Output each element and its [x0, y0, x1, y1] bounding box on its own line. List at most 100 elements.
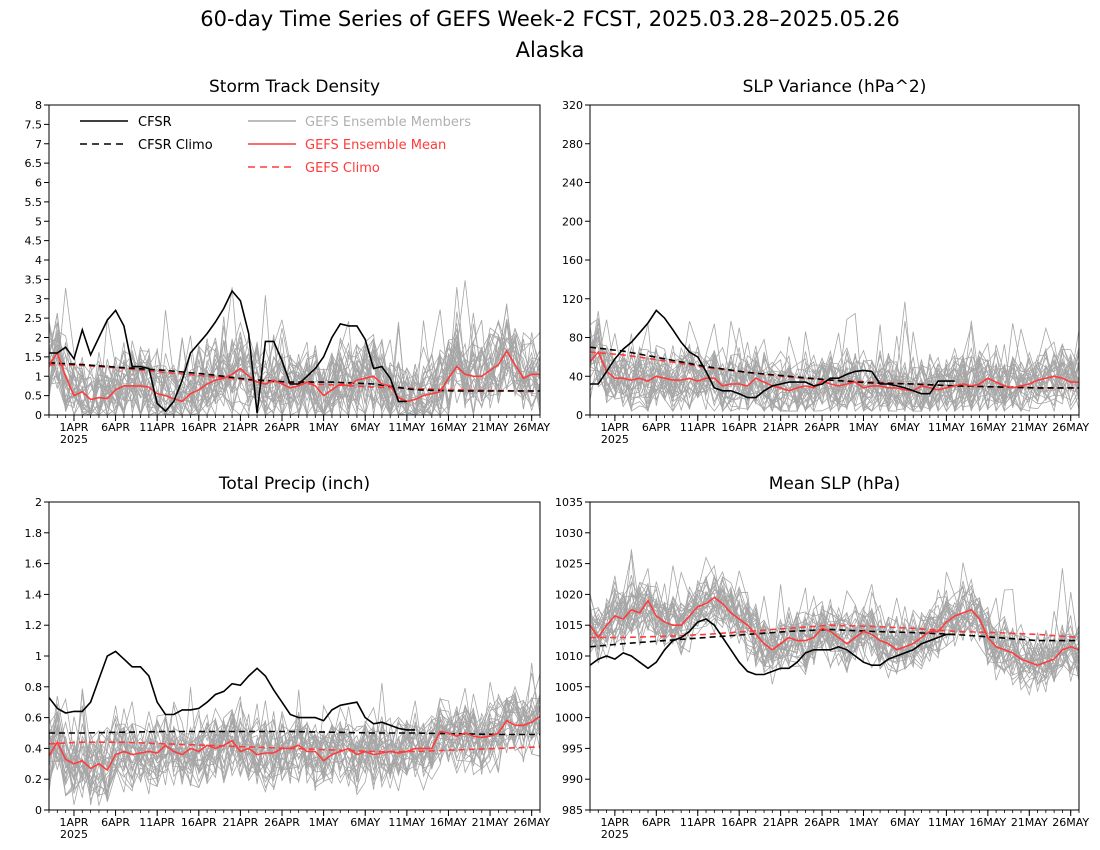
mean-slp-ytick-label: 1020: [555, 588, 583, 601]
total-precip-member-line: [49, 696, 540, 802]
mean-slp-ytick-label: 1000: [555, 712, 583, 725]
total-precip-xtick-label: 26MAY: [513, 816, 550, 829]
total-precip-member-line: [49, 696, 540, 791]
legend-label-gefs-climo: GEFS Climo: [305, 161, 380, 176]
total-precip-ytick-label: 1.6: [25, 558, 43, 571]
total-precip-ytick-label: 1.2: [25, 619, 43, 632]
storm-track-density-ytick-label: 2.5: [25, 312, 43, 325]
slp-variance-member-line: [590, 312, 1079, 412]
storm-track-density-ytick-label: 6: [35, 177, 42, 190]
mean-slp-xtick-label: 16APR: [721, 816, 757, 829]
slp-variance-xtick-label: 1MAY: [849, 421, 879, 434]
total-precip-ytick-label: 1: [35, 650, 42, 663]
mean-slp-xtick-label: 21APR: [763, 816, 799, 829]
mean-slp-ytick-label: 1010: [555, 650, 583, 663]
slp-variance-title: SLP Variance (hPa^2): [743, 77, 927, 97]
storm-track-density-xyear-label: 2025: [60, 433, 88, 446]
storm-track-density-ytick-label: 7: [35, 138, 42, 151]
storm-track-density-ytick-label: 8: [35, 99, 42, 112]
total-precip-member-line: [49, 673, 540, 796]
storm-track-density-ytick-label: 5: [35, 215, 42, 228]
mean-slp-xtick-label: 21MAY: [1011, 816, 1048, 829]
storm-track-density-xtick-label: 26APR: [264, 421, 300, 434]
slp-variance-xtick-label: 26APR: [804, 421, 840, 434]
storm-track-density-xtick-label: 26MAY: [513, 421, 550, 434]
mean-slp-xtick-label: 6MAY: [890, 816, 920, 829]
storm-track-density-member-line: [49, 327, 540, 415]
storm-track-density-series-cfsr: [49, 289, 407, 414]
mean-slp-xtick-label: 6APR: [642, 816, 671, 829]
total-precip-ytick-label: 1.8: [25, 527, 43, 540]
total-precip-title: Total Precip (inch): [218, 474, 370, 494]
storm-track-density-member-line: [49, 339, 540, 415]
storm-track-density-ytick-label: 0.5: [25, 390, 43, 403]
storm-track-density-xtick-label: 6APR: [101, 421, 130, 434]
mean-slp-xtick-label: 11MAY: [928, 816, 965, 829]
storm-track-density-xtick-label: 16APR: [181, 421, 217, 434]
slp-variance-ytick-label: 320: [562, 99, 583, 112]
storm-track-density-ytick-label: 6.5: [25, 157, 43, 170]
storm-track-density-ensemble-members: [49, 280, 540, 415]
mean-slp-xtick-label: 26MAY: [1052, 816, 1089, 829]
storm-track-density-ytick-label: 1.5: [25, 351, 43, 364]
total-precip-series-cfsr-climo: [49, 730, 540, 736]
total-precip-member-line: [49, 696, 540, 788]
slp-variance-member-line: [590, 330, 1079, 412]
legend-label-ens-mean: GEFS Ensemble Mean: [305, 138, 446, 153]
storm-track-density-xtick-label: 11MAY: [388, 421, 425, 434]
total-precip-xtick-label: 26APR: [264, 816, 300, 829]
slp-variance-xtick-label: 1APR: [600, 421, 629, 434]
slp-variance-xtick-label: 21APR: [763, 421, 799, 434]
total-precip-xtick-label: 1APR: [60, 816, 89, 829]
mean-slp-xtick-label: 26APR: [804, 816, 840, 829]
total-precip-ytick-label: 1.4: [25, 588, 43, 601]
slp-variance-member-line: [590, 331, 1079, 413]
slp-variance-ytick-label: 200: [562, 215, 583, 228]
slp-variance-ytick-label: 280: [562, 138, 583, 151]
total-precip-xtick-label: 6APR: [101, 816, 130, 829]
mean-slp-member-line: [590, 593, 1079, 677]
total-precip-member-line: [49, 699, 540, 791]
total-precip-xtick-label: 16APR: [181, 816, 217, 829]
total-precip-member-line: [49, 705, 540, 793]
total-precip-xtick-label: 21MAY: [472, 816, 509, 829]
total-precip-series-ens-mean: [49, 715, 540, 772]
storm-track-density-plot-area: [49, 280, 540, 415]
slp-variance-xtick-label: 16MAY: [969, 421, 1006, 434]
legend-label-cfsr-climo: CFSR Climo: [138, 138, 213, 153]
storm-track-density-xtick-label: 1MAY: [309, 421, 339, 434]
mean-slp-ytick-label: 1025: [555, 558, 583, 571]
figure-title: 60-day Time Series of GEFS Week-2 FCST, …: [200, 7, 899, 31]
slp-variance-xtick-label: 6MAY: [890, 421, 920, 434]
storm-track-density-xtick-label: 11APR: [139, 421, 175, 434]
total-precip-ytick-label: 0: [35, 804, 42, 817]
panel-slp-variance: SLP Variance (hPa^2) 0 40 80 120 160 200 240 280…: [562, 77, 1089, 446]
storm-track-density-xtick-label: 6MAY: [350, 421, 380, 434]
slp-variance-xtick-label: 21MAY: [1011, 421, 1048, 434]
slp-variance-xtick-label: 16APR: [721, 421, 757, 434]
panel-total-precip: Total Precip (inch) 0 0.2 0.4 0.6 0.8 1 1.2 1.4 1…: [25, 474, 551, 841]
mean-slp-series-gefs-climo: [590, 624, 1079, 639]
storm-track-density-member-line: [49, 310, 540, 415]
storm-track-density-ytick-label: 5.5: [25, 196, 43, 209]
total-precip-xtick-label: 21APR: [223, 816, 259, 829]
storm-track-density-ytick-label: 4.5: [25, 235, 43, 248]
storm-track-density-ytick-label: 1: [35, 370, 42, 383]
mean-slp-ytick-label: 985: [562, 804, 583, 817]
slp-variance-ytick-label: 0: [576, 409, 583, 422]
slp-variance-ytick-label: 40: [569, 370, 583, 383]
slp-variance-member-line: [590, 334, 1079, 413]
mean-slp-xtick-label: 1MAY: [849, 816, 879, 829]
slp-variance-ytick-label: 120: [562, 293, 583, 306]
legend-label-cfsr: CFSR: [138, 115, 172, 130]
slp-variance-member-line: [590, 335, 1079, 410]
slp-variance-xtick-label: 26MAY: [1052, 421, 1089, 434]
slp-variance-ytick-label: 80: [569, 332, 583, 345]
mean-slp-ytick-label: 1030: [555, 527, 583, 540]
storm-track-density-ytick-label: 2: [35, 332, 42, 345]
storm-track-density-xtick-label: 1APR: [60, 421, 89, 434]
storm-track-density-ytick-label: 0: [35, 409, 42, 422]
storm-track-density-series-ens-mean: [49, 349, 540, 403]
slp-variance-plot-area: [590, 301, 1079, 413]
